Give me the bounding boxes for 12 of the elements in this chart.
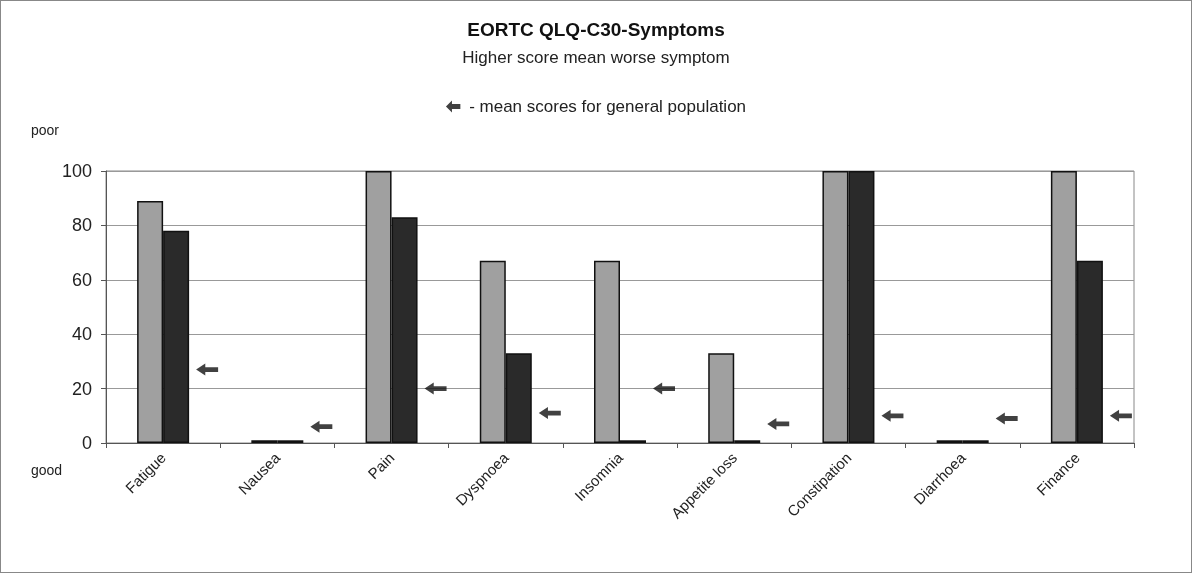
- x-tick-label: Pain: [364, 448, 398, 483]
- legend-label: - mean scores for general population: [469, 97, 747, 116]
- chart-subtitle: Higher score mean worse symptom: [462, 48, 730, 67]
- text: poor: [31, 122, 60, 138]
- y-tick-label: 40: [71, 324, 92, 345]
- y-tick-label: 60: [71, 269, 92, 290]
- text: good: [31, 462, 63, 478]
- y-tick-label: 0: [81, 433, 92, 453]
- chart-title: EORTC QLQ-C30-Symptoms: [467, 19, 725, 40]
- y-tick-label: 100: [61, 161, 92, 181]
- y-tick-label: 80: [71, 215, 92, 236]
- y-tick-label: 20: [71, 378, 92, 399]
